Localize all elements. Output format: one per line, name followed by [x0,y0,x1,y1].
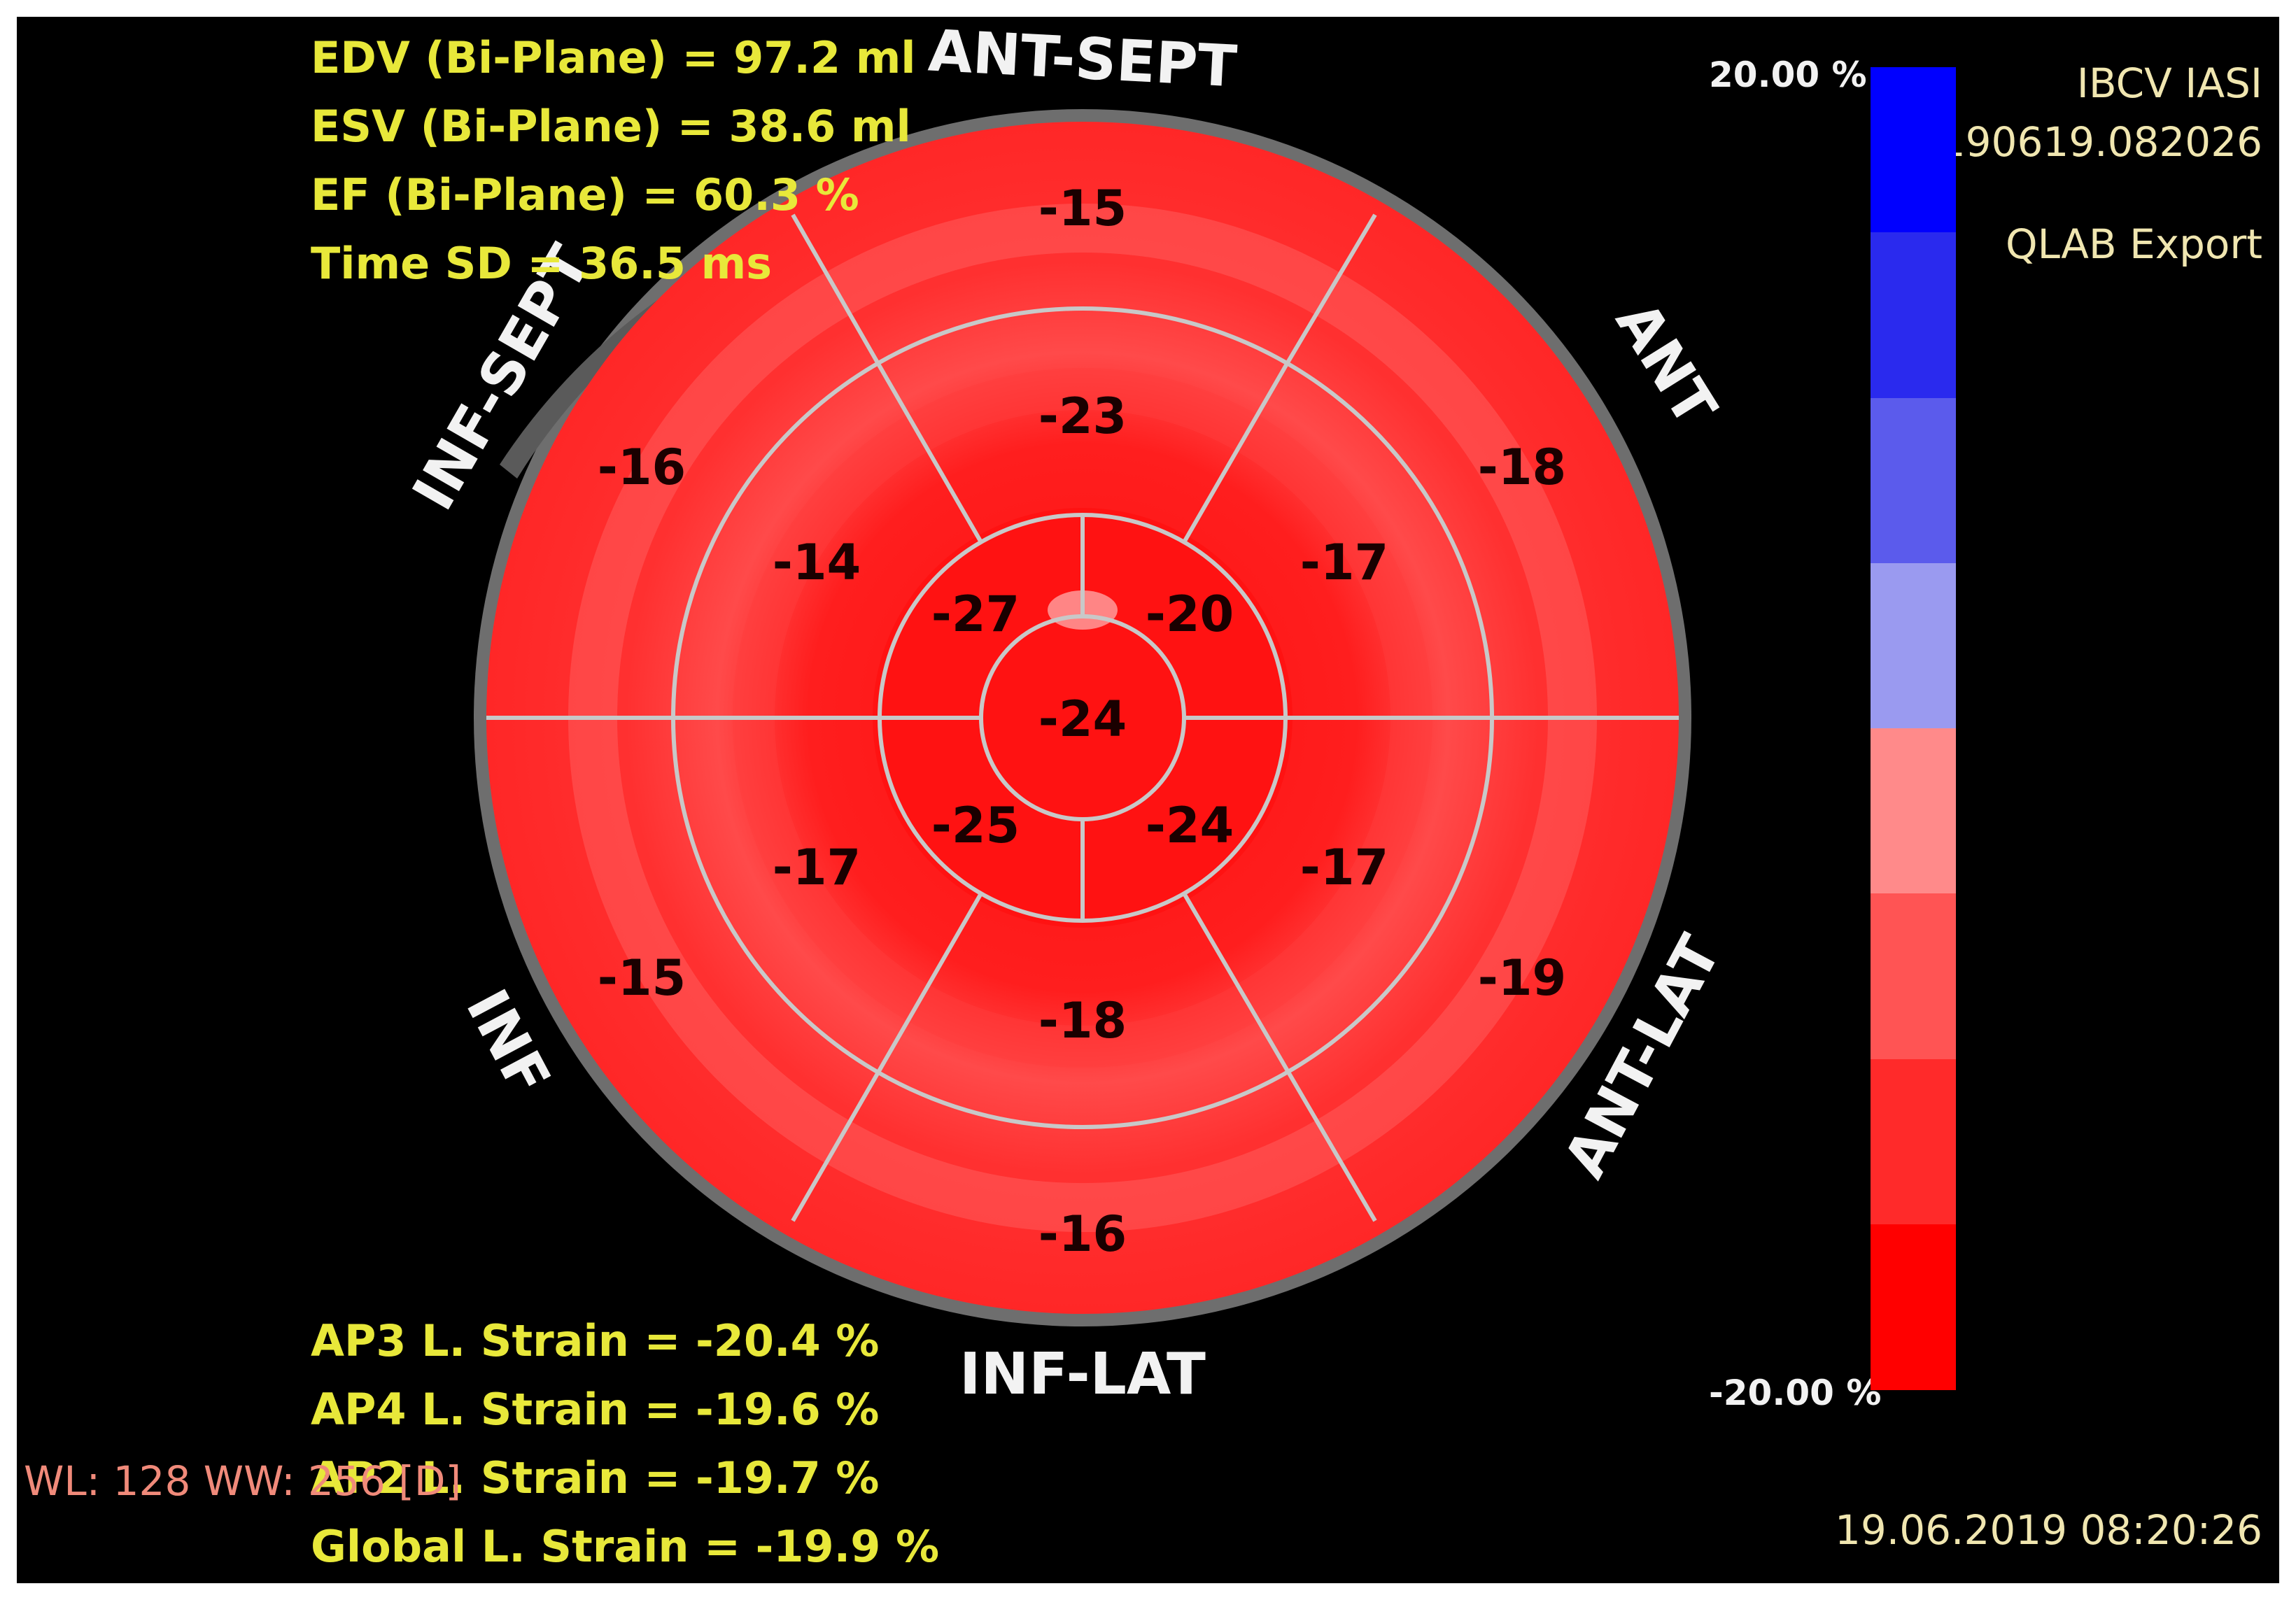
segment-basal-ant: -18 [1478,439,1566,496]
esv-measurement: ESV (Bi-Plane) = 38.6 ml [311,101,911,152]
colorbar-segment [1871,562,1956,729]
edv-measurement: EDV (Bi-Plane) = 97.2 ml [311,32,916,83]
segment-mid-ant-lat: -17 [1300,839,1388,896]
segment-basal-ant-lat: -19 [1478,949,1566,1007]
radial-divider-5 [791,892,983,1222]
radial-divider-1 [791,213,880,365]
ap4-strain: AP4 L. Strain = -19.6 % [311,1384,880,1435]
radial-divider-2 [1285,213,1377,365]
bullseye-polar-map: -15 -18 -19 -16 -15 -16 -23 -17 -17 -18 … [400,18,1734,1408]
colorbar-segment [1871,1059,1956,1225]
colorbar-segment [1871,893,1956,1060]
segment-mid-ant-sept: -23 [1038,388,1127,445]
time-sd-measurement: Time SD = 36.5 ms [311,238,773,289]
colorbar-segment [1871,67,1956,233]
segment-mid-inf-sept: -14 [773,534,861,591]
colorbar-min-label: -20.00 % [1709,1373,1882,1413]
ap3-strain: AP3 L. Strain = -20.4 % [311,1315,880,1366]
segment-apical-ant: -20 [1146,586,1234,643]
segment-apical-lat: -24 [1146,797,1234,854]
wall-label-ant-sept: ANT-SEPT [927,18,1239,101]
timestamp: 19.06.2019 08:20:26 [1834,1506,2262,1554]
strain-colorbar [1871,67,1956,1390]
radial-divider-1-inner [876,362,983,544]
strain-viewer-screen: -15 -18 -19 -16 -15 -16 -23 -17 -17 -18 … [17,17,2279,1583]
colorbar-segment [1871,397,1956,564]
colorbar-segment [1871,728,1956,894]
wall-label-ant: ANT [1603,290,1728,437]
segment-basal-inf-sept: -16 [598,439,686,496]
bullseye-core [873,508,1293,928]
colorbar-max-label: 20.00 % [1709,55,1867,95]
radial-divider-4 [1182,892,1377,1222]
ap2-strain: AP2 L. Strain = -19.7 % [311,1452,880,1503]
segment-mid-inf-lat: -18 [1038,992,1127,1049]
global-strain: Global L. Strain = -19.9 % [311,1521,940,1572]
window-level-readout: WL: 128 WW: 256 [D] [24,1457,462,1505]
export-label: QLAB Export [2005,220,2262,268]
institution-name: IBCV IASI [2076,59,2262,107]
segment-basal-inf-lat: -16 [1038,1205,1127,1263]
segment-mid-ant: -17 [1300,534,1388,591]
segment-apical-inf: -25 [931,797,1020,854]
segment-apex: -24 [1038,691,1127,748]
radial-divider-2-inner [1182,362,1289,544]
wall-label-inf-lat: INF-LAT [959,1341,1206,1408]
segment-mid-inf: -17 [773,839,861,896]
colorbar-segment [1871,232,1956,399]
segment-basal-ant-sept: -15 [1038,180,1127,237]
segment-basal-inf: -15 [598,949,686,1007]
segment-apical-sept: -27 [931,586,1020,643]
colorbar-segment [1871,1224,1956,1390]
ef-measurement: EF (Bi-Plane) = 60.3 % [311,169,859,220]
